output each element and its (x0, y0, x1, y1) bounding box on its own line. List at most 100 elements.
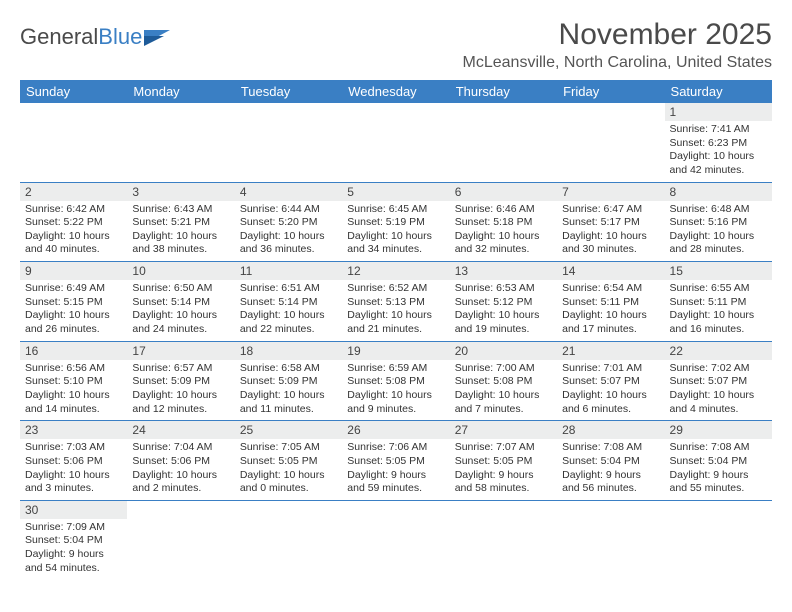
day-body: Sunrise: 6:43 AMSunset: 5:21 PMDaylight:… (127, 201, 234, 262)
daylight-text: Daylight: 9 hours and 59 minutes. (347, 469, 444, 496)
sunset-text: Sunset: 5:05 PM (347, 455, 444, 469)
calendar-cell-empty (342, 103, 449, 182)
sunset-text: Sunset: 6:23 PM (670, 137, 767, 151)
calendar-cell: 3Sunrise: 6:43 AMSunset: 5:21 PMDaylight… (127, 182, 234, 262)
day-header: Wednesday (342, 80, 449, 103)
sunrise-text: Sunrise: 7:05 AM (240, 441, 337, 455)
sunrise-text: Sunrise: 6:58 AM (240, 362, 337, 376)
calendar-cell: 12Sunrise: 6:52 AMSunset: 5:13 PMDayligh… (342, 262, 449, 342)
calendar-cell-empty (665, 500, 772, 579)
sunset-text: Sunset: 5:09 PM (132, 375, 229, 389)
daylight-text: Daylight: 9 hours and 56 minutes. (562, 469, 659, 496)
day-number: 25 (235, 421, 342, 439)
sunrise-text: Sunrise: 6:50 AM (132, 282, 229, 296)
sunset-text: Sunset: 5:06 PM (25, 455, 122, 469)
calendar-header-row: SundayMondayTuesdayWednesdayThursdayFrid… (20, 80, 772, 103)
sunrise-text: Sunrise: 7:08 AM (670, 441, 767, 455)
day-number: 2 (20, 183, 127, 201)
sunset-text: Sunset: 5:16 PM (670, 216, 767, 230)
calendar-cell-empty (342, 500, 449, 579)
day-body: Sunrise: 7:04 AMSunset: 5:06 PMDaylight:… (127, 439, 234, 500)
sunrise-text: Sunrise: 6:57 AM (132, 362, 229, 376)
sunrise-text: Sunrise: 7:04 AM (132, 441, 229, 455)
calendar-row: 9Sunrise: 6:49 AMSunset: 5:15 PMDaylight… (20, 262, 772, 342)
day-body: Sunrise: 6:56 AMSunset: 5:10 PMDaylight:… (20, 360, 127, 421)
calendar-table: SundayMondayTuesdayWednesdayThursdayFrid… (20, 80, 772, 579)
day-number: 15 (665, 262, 772, 280)
sunset-text: Sunset: 5:15 PM (25, 296, 122, 310)
sunrise-text: Sunrise: 6:45 AM (347, 203, 444, 217)
sunrise-text: Sunrise: 6:55 AM (670, 282, 767, 296)
logo: GeneralBlue (20, 18, 172, 50)
day-number: 12 (342, 262, 449, 280)
sunset-text: Sunset: 5:05 PM (455, 455, 552, 469)
daylight-text: Daylight: 10 hours and 24 minutes. (132, 309, 229, 336)
sunset-text: Sunset: 5:04 PM (562, 455, 659, 469)
daylight-text: Daylight: 10 hours and 7 minutes. (455, 389, 552, 416)
day-number: 17 (127, 342, 234, 360)
sunrise-text: Sunrise: 6:52 AM (347, 282, 444, 296)
sunrise-text: Sunrise: 6:51 AM (240, 282, 337, 296)
location: McLeansville, North Carolina, United Sta… (463, 54, 772, 72)
day-number: 23 (20, 421, 127, 439)
calendar-cell-empty (557, 500, 664, 579)
sunrise-text: Sunrise: 6:46 AM (455, 203, 552, 217)
logo-flag-icon (144, 28, 172, 46)
sunrise-text: Sunrise: 6:56 AM (25, 362, 122, 376)
calendar-cell: 13Sunrise: 6:53 AMSunset: 5:12 PMDayligh… (450, 262, 557, 342)
day-body: Sunrise: 6:42 AMSunset: 5:22 PMDaylight:… (20, 201, 127, 262)
day-body: Sunrise: 6:55 AMSunset: 5:11 PMDaylight:… (665, 280, 772, 341)
calendar-cell: 2Sunrise: 6:42 AMSunset: 5:22 PMDaylight… (20, 182, 127, 262)
calendar-cell: 27Sunrise: 7:07 AMSunset: 5:05 PMDayligh… (450, 421, 557, 501)
daylight-text: Daylight: 10 hours and 36 minutes. (240, 230, 337, 257)
calendar-row: 1Sunrise: 7:41 AMSunset: 6:23 PMDaylight… (20, 103, 772, 182)
sunset-text: Sunset: 5:11 PM (670, 296, 767, 310)
day-number: 16 (20, 342, 127, 360)
daylight-text: Daylight: 10 hours and 6 minutes. (562, 389, 659, 416)
day-header: Friday (557, 80, 664, 103)
day-body: Sunrise: 6:46 AMSunset: 5:18 PMDaylight:… (450, 201, 557, 262)
day-body: Sunrise: 6:47 AMSunset: 5:17 PMDaylight:… (557, 201, 664, 262)
day-number: 9 (20, 262, 127, 280)
calendar-cell: 1Sunrise: 7:41 AMSunset: 6:23 PMDaylight… (665, 103, 772, 182)
calendar-cell: 11Sunrise: 6:51 AMSunset: 5:14 PMDayligh… (235, 262, 342, 342)
sunrise-text: Sunrise: 7:41 AM (670, 123, 767, 137)
sunset-text: Sunset: 5:07 PM (562, 375, 659, 389)
sunset-text: Sunset: 5:11 PM (562, 296, 659, 310)
calendar-cell: 6Sunrise: 6:46 AMSunset: 5:18 PMDaylight… (450, 182, 557, 262)
calendar-cell-empty (127, 103, 234, 182)
day-body: Sunrise: 6:48 AMSunset: 5:16 PMDaylight:… (665, 201, 772, 262)
sunset-text: Sunset: 5:13 PM (347, 296, 444, 310)
sunset-text: Sunset: 5:19 PM (347, 216, 444, 230)
day-body: Sunrise: 6:51 AMSunset: 5:14 PMDaylight:… (235, 280, 342, 341)
sunrise-text: Sunrise: 6:53 AM (455, 282, 552, 296)
daylight-text: Daylight: 10 hours and 28 minutes. (670, 230, 767, 257)
day-body: Sunrise: 7:08 AMSunset: 5:04 PMDaylight:… (665, 439, 772, 500)
calendar-row: 23Sunrise: 7:03 AMSunset: 5:06 PMDayligh… (20, 421, 772, 501)
daylight-text: Daylight: 10 hours and 9 minutes. (347, 389, 444, 416)
sunset-text: Sunset: 5:06 PM (132, 455, 229, 469)
day-number: 29 (665, 421, 772, 439)
day-number: 19 (342, 342, 449, 360)
calendar-row: 2Sunrise: 6:42 AMSunset: 5:22 PMDaylight… (20, 182, 772, 262)
day-number: 30 (20, 501, 127, 519)
sunset-text: Sunset: 5:10 PM (25, 375, 122, 389)
calendar-cell: 16Sunrise: 6:56 AMSunset: 5:10 PMDayligh… (20, 341, 127, 421)
sunset-text: Sunset: 5:05 PM (240, 455, 337, 469)
day-number: 27 (450, 421, 557, 439)
daylight-text: Daylight: 10 hours and 38 minutes. (132, 230, 229, 257)
daylight-text: Daylight: 10 hours and 30 minutes. (562, 230, 659, 257)
day-body: Sunrise: 6:50 AMSunset: 5:14 PMDaylight:… (127, 280, 234, 341)
day-header: Thursday (450, 80, 557, 103)
day-body: Sunrise: 6:53 AMSunset: 5:12 PMDaylight:… (450, 280, 557, 341)
calendar-cell: 28Sunrise: 7:08 AMSunset: 5:04 PMDayligh… (557, 421, 664, 501)
sunrise-text: Sunrise: 6:48 AM (670, 203, 767, 217)
daylight-text: Daylight: 10 hours and 32 minutes. (455, 230, 552, 257)
day-number: 8 (665, 183, 772, 201)
sunrise-text: Sunrise: 7:06 AM (347, 441, 444, 455)
day-number: 24 (127, 421, 234, 439)
daylight-text: Daylight: 10 hours and 26 minutes. (25, 309, 122, 336)
daylight-text: Daylight: 9 hours and 54 minutes. (25, 548, 122, 575)
calendar-cell-empty (127, 500, 234, 579)
sunrise-text: Sunrise: 6:54 AM (562, 282, 659, 296)
